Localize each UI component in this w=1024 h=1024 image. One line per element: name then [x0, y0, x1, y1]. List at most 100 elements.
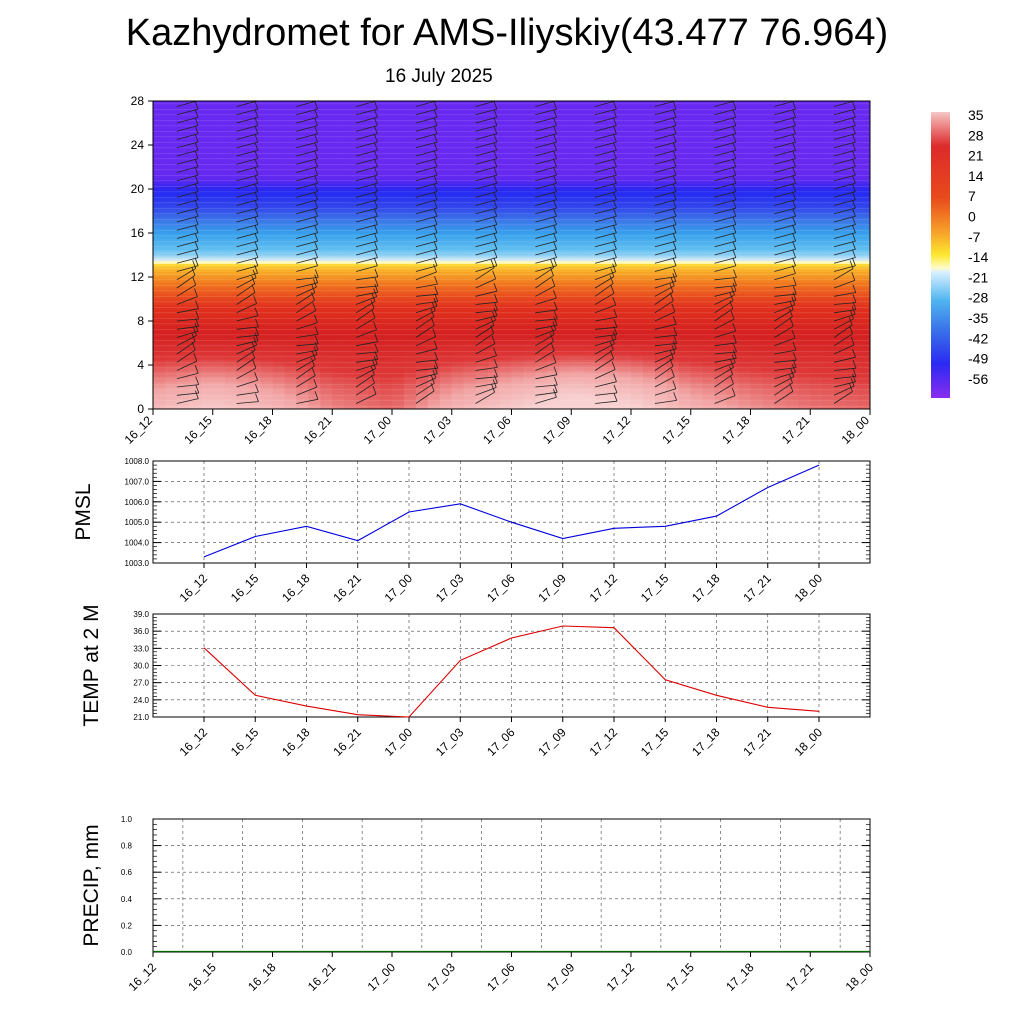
heatmap-cell — [224, 161, 238, 165]
heatmap-cell — [284, 334, 297, 339]
heatmap-cell — [439, 279, 453, 284]
heatmap-cell — [392, 340, 405, 344]
heatmap-cell — [392, 150, 405, 154]
heatmap-cell — [344, 384, 357, 388]
heatmap-cell — [284, 381, 297, 385]
heatmap-cell — [248, 219, 262, 223]
heatmap-cell — [559, 299, 572, 303]
heatmap-cell — [595, 235, 608, 240]
heatmap-cell — [380, 318, 393, 322]
heatmap-cell — [284, 189, 297, 193]
heatmap-cell — [631, 381, 644, 385]
heatmap-cell — [642, 186, 656, 190]
heatmap-cell — [475, 136, 489, 141]
heatmap-cell — [547, 381, 560, 385]
heatmap-cell — [427, 158, 441, 163]
heatmap-cell — [511, 189, 525, 193]
heatmap-cell — [559, 103, 572, 108]
heatmap-cell — [451, 299, 465, 303]
heatmap-cell — [296, 244, 309, 248]
heatmap-cell — [236, 189, 250, 193]
heatmap-cell — [654, 186, 668, 190]
heatmap-cell — [415, 246, 429, 251]
heatmap-cell — [666, 367, 680, 372]
heatmap-cell — [332, 329, 345, 333]
heatmap-cell — [631, 202, 644, 207]
heatmap-cell — [224, 120, 238, 124]
heatmap-cell — [248, 142, 262, 146]
heatmap-cell — [487, 117, 501, 121]
heatmap-cell — [427, 200, 441, 204]
heatmap-cell — [511, 392, 525, 396]
heatmap-cell — [535, 348, 548, 352]
heatmap-cell — [332, 158, 345, 163]
heatmap-cell — [631, 103, 644, 108]
heatmap-cell — [200, 348, 214, 352]
heatmap-cell — [188, 290, 202, 295]
heatmap-cell — [619, 205, 632, 209]
heatmap-cell — [654, 392, 668, 396]
heatmap-cell — [631, 169, 644, 174]
heatmap-cell — [296, 312, 309, 317]
heatmap-cell — [236, 365, 250, 369]
heatmap-cell — [451, 271, 465, 275]
heatmap-cell — [344, 354, 357, 358]
heatmap-cell — [344, 290, 357, 295]
heatmap-cell — [212, 271, 226, 275]
heatmap-cell — [583, 158, 596, 163]
heatmap-cell — [176, 389, 190, 394]
heatmap-cell — [308, 318, 321, 322]
heatmap-cell — [320, 299, 333, 303]
heatmap-cell — [595, 403, 608, 407]
heatmap-cell — [451, 307, 465, 311]
heatmap-cell — [523, 233, 536, 237]
heatmap-cell — [427, 164, 441, 168]
heatmap-cell — [583, 175, 596, 179]
heatmap-cell — [284, 208, 297, 212]
heatmap-cell — [583, 117, 596, 121]
heatmap-cell — [344, 400, 357, 405]
heatmap-cell — [392, 387, 405, 391]
heatmap-cell — [595, 147, 608, 152]
heatmap-cell — [547, 109, 560, 113]
heatmap-cell — [212, 213, 226, 218]
heatmap-cell — [487, 172, 501, 176]
heatmap-cell — [212, 227, 226, 231]
heatmap-cell — [403, 277, 417, 281]
heatmap-cell — [654, 178, 668, 182]
heatmap-cell — [200, 161, 214, 165]
heatmap-cell — [571, 224, 584, 229]
heatmap-cell — [559, 112, 572, 116]
heatmap-cell — [260, 233, 274, 237]
heatmap-cell — [200, 169, 214, 174]
heatmap-cell — [595, 106, 608, 110]
heatmap-cell — [654, 271, 668, 275]
heatmap-cell — [607, 101, 620, 105]
heatmap-cell — [176, 345, 190, 350]
heatmap-cell — [332, 117, 345, 121]
heatmap-cell — [332, 266, 345, 270]
heatmap-cell — [642, 326, 656, 330]
heatmap-cell — [631, 274, 644, 278]
heatmap-cell — [654, 205, 668, 209]
heatmap-cell — [499, 114, 513, 119]
heatmap-cell — [595, 362, 608, 366]
heatmap-cell — [260, 384, 274, 388]
heatmap-cell — [224, 354, 238, 358]
heatmap-cell — [272, 340, 286, 344]
heatmap-cell — [176, 189, 190, 193]
heatmap-cell — [523, 136, 536, 141]
heatmap-cell — [368, 260, 381, 264]
heatmap-cell — [332, 296, 345, 300]
heatmap-cell — [559, 175, 572, 179]
heatmap-cell — [583, 235, 596, 240]
heatmap-cell — [224, 200, 238, 204]
heatmap-cell — [642, 296, 656, 300]
heatmap-cell — [619, 389, 632, 394]
heatmap-cell — [559, 323, 572, 328]
heatmap-cell — [284, 200, 297, 204]
heatmap-cell — [523, 109, 536, 113]
heatmap-cell — [248, 406, 262, 409]
heatmap-cell — [619, 216, 632, 220]
heatmap-cell — [212, 301, 226, 306]
